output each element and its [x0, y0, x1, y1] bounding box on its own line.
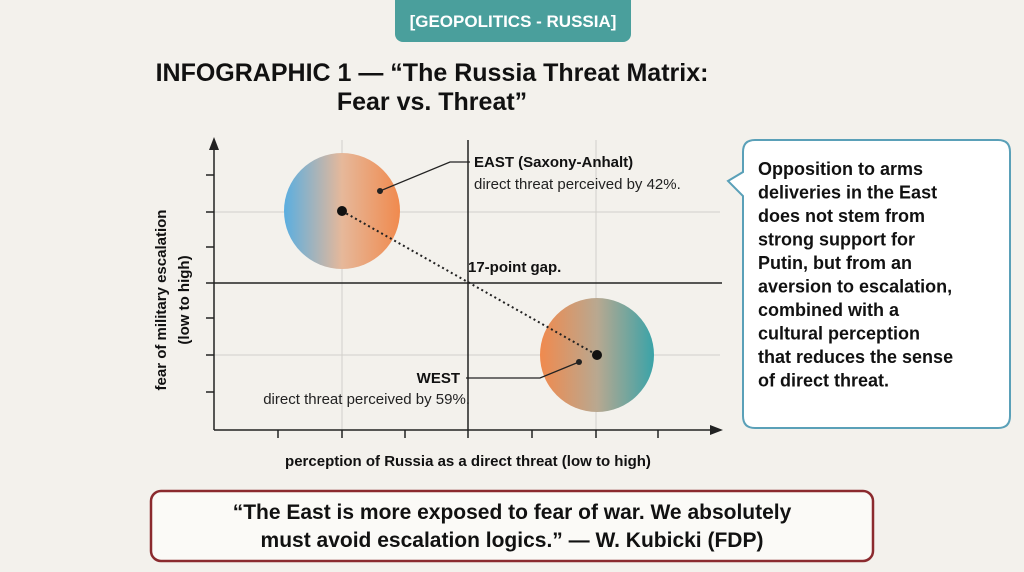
quote-line: must avoid escalation logics.” — W. Kubi…: [261, 529, 764, 552]
callout-line: of direct threat.: [758, 371, 889, 391]
quote-line: “The East is more exposed to fear of war…: [233, 501, 792, 524]
x-axis-label: perception of Russia as a direct threat …: [285, 453, 651, 470]
east-note: direct threat perceived by 42%.: [474, 176, 681, 193]
callout-line: Putin, but from an: [758, 253, 912, 273]
callout-line: does not stem from: [758, 206, 925, 226]
west-label: WEST: [417, 370, 460, 387]
callout-box: [726, 139, 1011, 429]
east-dot: [337, 206, 347, 216]
title-line: INFOGRAPHIC 1 — “The Russia Threat Matri…: [156, 59, 709, 87]
callout-text: Opposition to arms deliveries in the East…: [758, 159, 953, 391]
badge: [GEOPOLITICS - RUSSIA]: [410, 12, 617, 31]
callout-line: cultural perception: [758, 324, 920, 344]
gap-line: [341, 210, 598, 356]
west-dot: [592, 350, 602, 360]
callout-line: strong support for: [758, 230, 915, 250]
title-line: Fear vs. Threat”: [337, 88, 527, 116]
callout-line: that reduces the sense: [758, 347, 953, 367]
axes: [206, 137, 723, 438]
quote-box: [149, 489, 875, 563]
callout-line: combined with a: [758, 300, 900, 320]
callout-line: Opposition to arms: [758, 159, 923, 179]
callout-line: aversion to escalation,: [758, 277, 952, 297]
leader-dot: [377, 188, 383, 194]
gap-label: 17-point gap.: [468, 259, 561, 276]
y-axis-label: (low to high): [176, 255, 193, 344]
badge-bg: [395, 0, 631, 42]
leaders: [379, 161, 580, 379]
y-axis-label: fear of military escalation: [153, 210, 170, 391]
callout-line: deliveries in the East: [758, 183, 937, 203]
leader-dot: [576, 359, 582, 365]
east-label: EAST (Saxony-Anhalt): [474, 154, 633, 171]
west-note: direct threat perceived by 59%.: [263, 391, 470, 408]
